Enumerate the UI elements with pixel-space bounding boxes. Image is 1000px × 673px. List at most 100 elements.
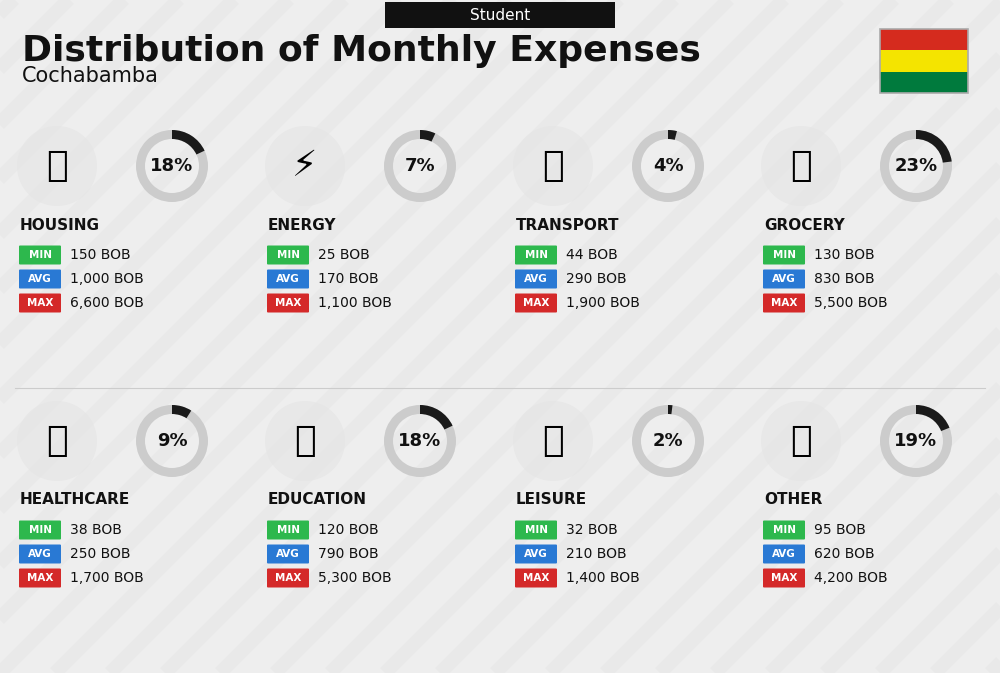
FancyBboxPatch shape bbox=[19, 544, 61, 563]
Text: AVG: AVG bbox=[276, 549, 300, 559]
Text: 25 BOB: 25 BOB bbox=[318, 248, 370, 262]
Text: MAX: MAX bbox=[275, 573, 301, 583]
Text: MAX: MAX bbox=[27, 298, 53, 308]
Text: 5,500 BOB: 5,500 BOB bbox=[814, 296, 888, 310]
Text: MIN: MIN bbox=[28, 250, 52, 260]
FancyBboxPatch shape bbox=[19, 246, 61, 264]
Text: MIN: MIN bbox=[276, 525, 300, 535]
Wedge shape bbox=[384, 405, 456, 477]
Text: 1,900 BOB: 1,900 BOB bbox=[566, 296, 640, 310]
Wedge shape bbox=[880, 130, 952, 202]
Text: 4,200 BOB: 4,200 BOB bbox=[814, 571, 888, 585]
Text: EDUCATION: EDUCATION bbox=[268, 493, 367, 507]
FancyBboxPatch shape bbox=[267, 520, 309, 540]
Text: AVG: AVG bbox=[772, 274, 796, 284]
FancyBboxPatch shape bbox=[267, 293, 309, 312]
Circle shape bbox=[513, 401, 593, 481]
FancyBboxPatch shape bbox=[763, 293, 805, 312]
Text: AVG: AVG bbox=[772, 549, 796, 559]
FancyBboxPatch shape bbox=[515, 520, 557, 540]
Text: MIN: MIN bbox=[772, 525, 796, 535]
FancyBboxPatch shape bbox=[267, 246, 309, 264]
Text: 250 BOB: 250 BOB bbox=[70, 547, 130, 561]
Text: Student: Student bbox=[470, 7, 530, 22]
FancyBboxPatch shape bbox=[19, 269, 61, 289]
Text: 6,600 BOB: 6,600 BOB bbox=[70, 296, 144, 310]
Wedge shape bbox=[420, 405, 453, 429]
FancyBboxPatch shape bbox=[763, 569, 805, 588]
Text: 🎓: 🎓 bbox=[294, 424, 316, 458]
FancyBboxPatch shape bbox=[880, 50, 968, 71]
FancyBboxPatch shape bbox=[515, 544, 557, 563]
Text: 18%: 18% bbox=[398, 432, 442, 450]
Text: 4%: 4% bbox=[653, 157, 683, 175]
FancyBboxPatch shape bbox=[515, 269, 557, 289]
Text: MAX: MAX bbox=[523, 573, 549, 583]
Text: 🚌: 🚌 bbox=[542, 149, 564, 183]
Text: 830 BOB: 830 BOB bbox=[814, 272, 875, 286]
Wedge shape bbox=[916, 130, 952, 163]
Circle shape bbox=[761, 401, 841, 481]
Wedge shape bbox=[632, 405, 704, 477]
FancyBboxPatch shape bbox=[267, 269, 309, 289]
Text: TRANSPORT: TRANSPORT bbox=[516, 217, 620, 232]
Text: 38 BOB: 38 BOB bbox=[70, 523, 122, 537]
Text: MAX: MAX bbox=[771, 573, 797, 583]
Text: 18%: 18% bbox=[150, 157, 194, 175]
Text: AVG: AVG bbox=[524, 549, 548, 559]
FancyBboxPatch shape bbox=[515, 246, 557, 264]
Text: 🏥: 🏥 bbox=[46, 424, 68, 458]
Text: 32 BOB: 32 BOB bbox=[566, 523, 618, 537]
Wedge shape bbox=[136, 405, 208, 477]
FancyBboxPatch shape bbox=[19, 293, 61, 312]
Text: 150 BOB: 150 BOB bbox=[70, 248, 131, 262]
Circle shape bbox=[17, 401, 97, 481]
Text: 1,100 BOB: 1,100 BOB bbox=[318, 296, 392, 310]
FancyBboxPatch shape bbox=[515, 293, 557, 312]
Text: 130 BOB: 130 BOB bbox=[814, 248, 875, 262]
FancyBboxPatch shape bbox=[515, 569, 557, 588]
Text: AVG: AVG bbox=[524, 274, 548, 284]
FancyBboxPatch shape bbox=[763, 544, 805, 563]
Text: 790 BOB: 790 BOB bbox=[318, 547, 379, 561]
Wedge shape bbox=[172, 130, 205, 155]
FancyBboxPatch shape bbox=[267, 544, 309, 563]
Text: HOUSING: HOUSING bbox=[20, 217, 100, 232]
Wedge shape bbox=[136, 130, 208, 202]
Text: Cochabamba: Cochabamba bbox=[22, 66, 159, 86]
Text: MIN: MIN bbox=[28, 525, 52, 535]
Text: ⚡: ⚡ bbox=[292, 149, 318, 183]
Text: 1,000 BOB: 1,000 BOB bbox=[70, 272, 144, 286]
Text: GROCERY: GROCERY bbox=[764, 217, 845, 232]
Text: 120 BOB: 120 BOB bbox=[318, 523, 379, 537]
Text: MAX: MAX bbox=[27, 573, 53, 583]
Text: 620 BOB: 620 BOB bbox=[814, 547, 875, 561]
Wedge shape bbox=[880, 405, 952, 477]
Wedge shape bbox=[420, 130, 435, 141]
Text: AVG: AVG bbox=[276, 274, 300, 284]
Text: MAX: MAX bbox=[523, 298, 549, 308]
Text: 170 BOB: 170 BOB bbox=[318, 272, 379, 286]
Wedge shape bbox=[384, 130, 456, 202]
Wedge shape bbox=[916, 405, 949, 431]
Text: MIN: MIN bbox=[524, 250, 548, 260]
Text: 44 BOB: 44 BOB bbox=[566, 248, 618, 262]
Wedge shape bbox=[172, 405, 191, 418]
Text: MIN: MIN bbox=[276, 250, 300, 260]
FancyBboxPatch shape bbox=[267, 569, 309, 588]
Text: 290 BOB: 290 BOB bbox=[566, 272, 627, 286]
Circle shape bbox=[513, 126, 593, 206]
Text: AVG: AVG bbox=[28, 274, 52, 284]
Text: 🛒: 🛒 bbox=[790, 149, 812, 183]
Text: MIN: MIN bbox=[772, 250, 796, 260]
Text: Distribution of Monthly Expenses: Distribution of Monthly Expenses bbox=[22, 34, 701, 68]
Circle shape bbox=[17, 126, 97, 206]
Text: MIN: MIN bbox=[524, 525, 548, 535]
Text: 💰: 💰 bbox=[790, 424, 812, 458]
Text: 5,300 BOB: 5,300 BOB bbox=[318, 571, 392, 585]
Text: MAX: MAX bbox=[771, 298, 797, 308]
FancyBboxPatch shape bbox=[19, 520, 61, 540]
Text: 210 BOB: 210 BOB bbox=[566, 547, 627, 561]
FancyBboxPatch shape bbox=[880, 71, 968, 93]
Text: 1,700 BOB: 1,700 BOB bbox=[70, 571, 144, 585]
